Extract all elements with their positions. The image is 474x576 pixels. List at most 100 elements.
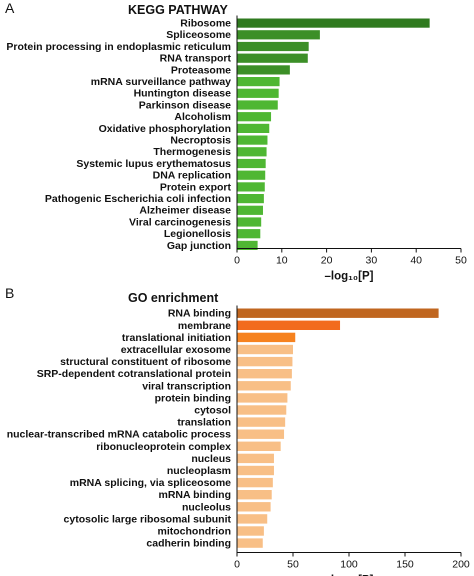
category-label: Pathogenic Escherichia coli infection (45, 193, 231, 205)
x-tick-label: 20 (321, 255, 333, 267)
bar (237, 182, 265, 192)
bar (237, 194, 264, 204)
bar (237, 526, 264, 536)
category-label: viral transcription (142, 380, 231, 392)
bar (237, 240, 258, 250)
x-tick-label: 0 (234, 255, 240, 267)
bar (237, 356, 293, 367)
x-tick-label: 100 (340, 559, 358, 571)
category-label: Huntington disease (134, 88, 232, 100)
bar (237, 502, 271, 512)
bar (237, 41, 309, 52)
panel-letter: B (5, 285, 14, 301)
bar (237, 465, 274, 476)
bar (237, 369, 292, 379)
category-label: Protein export (160, 181, 232, 193)
bar (237, 381, 291, 391)
bar (237, 112, 272, 122)
category-label: mRNA binding (158, 489, 231, 501)
category-label: Protein processing in endoplasmic reticu… (6, 41, 231, 53)
category-label: Parkinson disease (139, 99, 231, 111)
category-label: cytosolic large ribosomal subunit (64, 513, 232, 525)
category-label: protein binding (155, 392, 231, 404)
category-label: ribonucleoprotein complex (96, 441, 231, 453)
category-label: mRNA surveillance pathway (91, 76, 231, 88)
bar (237, 332, 296, 343)
bar (237, 100, 278, 110)
x-tick-label: 50 (287, 559, 299, 571)
bar (237, 205, 263, 215)
category-label: extracellular exosome (121, 344, 231, 356)
bar (237, 344, 293, 355)
bar (237, 147, 267, 157)
bar (237, 405, 287, 415)
bar (237, 453, 274, 464)
bar (237, 417, 286, 427)
bar (237, 514, 268, 524)
category-label: DNA replication (153, 170, 231, 182)
category-label: nucleoplasm (167, 465, 231, 477)
category-label: cadherin binding (146, 538, 231, 550)
bar (237, 77, 280, 87)
category-label: nucleus (191, 453, 231, 465)
bar (237, 135, 268, 145)
category-label: nuclear-transcribed mRNA catabolic proce… (7, 429, 231, 441)
bar (237, 538, 263, 548)
x-axis-label: –log₁₀[P] (325, 271, 374, 283)
x-tick-label: 40 (410, 255, 422, 267)
category-label: membrane (178, 320, 231, 332)
category-label: Necroptosis (170, 135, 231, 147)
category-label: Gap junction (167, 240, 231, 252)
category-label: Alcoholism (174, 111, 231, 123)
bar (237, 308, 439, 318)
bar (237, 229, 261, 239)
category-label: translational initiation (122, 332, 231, 344)
bar (237, 490, 272, 500)
x-tick-label: 50 (455, 255, 467, 267)
category-label: Spliceosome (166, 29, 231, 41)
category-label: Viral carcinogenesis (129, 216, 231, 228)
bar (237, 88, 279, 98)
bar (237, 65, 290, 75)
bar (237, 123, 270, 133)
bar (237, 393, 288, 403)
chart-title: KEGG PATHWAY (128, 3, 228, 17)
bar (237, 170, 266, 180)
category-label: Thermogenesis (153, 146, 231, 158)
category-label: nucleolus (182, 501, 231, 513)
bar (237, 30, 320, 40)
category-label: cytosol (194, 405, 231, 417)
bar (237, 441, 281, 451)
bar (237, 53, 308, 63)
category-label: translation (177, 417, 231, 429)
category-label: Oxidative phosphorylation (99, 123, 231, 135)
x-tick-label: 30 (366, 255, 378, 267)
chart-panel-a: A KEGG PATHWAYRibosomeSpliceosomeProtein … (5, 0, 467, 283)
bar (237, 320, 341, 330)
x-tick-label: 150 (396, 559, 414, 571)
bar (237, 18, 430, 28)
bar (237, 217, 262, 227)
x-tick-label: 200 (452, 559, 470, 571)
bar (237, 477, 273, 488)
category-label: Ribosome (180, 18, 231, 30)
bar (237, 158, 266, 169)
category-label: structural constituent of ribosome (60, 356, 231, 368)
x-axis-label: –log₁₀[P] (325, 575, 374, 576)
category-label: Alzheimer disease (139, 205, 231, 217)
category-label: SRP-dependent cotranslational protein (37, 368, 231, 380)
x-tick-label: 10 (276, 255, 288, 267)
category-label: Systemic lupus erythematosus (76, 158, 231, 170)
x-tick-label: 0 (234, 559, 240, 571)
category-label: mRNA splicing, via spliceosome (70, 477, 231, 489)
panel-letter: A (5, 0, 15, 16)
bar (237, 429, 285, 439)
chart-title: GO enrichment (128, 291, 219, 305)
category-label: RNA binding (168, 308, 231, 320)
category-label: mitochondrion (158, 526, 232, 538)
category-label: Legionellosis (164, 228, 231, 240)
category-label: Proteasome (171, 64, 231, 76)
category-label: RNA transport (160, 53, 232, 65)
